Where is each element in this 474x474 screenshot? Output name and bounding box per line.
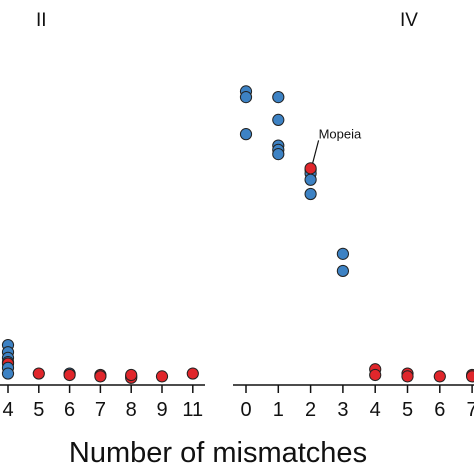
data-point-blue [239, 91, 253, 104]
data-point-red [125, 368, 138, 382]
panel-label-iv: IV [400, 10, 418, 31]
x-tick-label: 6 [434, 399, 445, 421]
data-point-blue [272, 148, 285, 161]
x-tick-label: 4 [370, 399, 381, 421]
data-point-red [401, 370, 414, 383]
x-tick-label: 1 [273, 399, 284, 421]
x-tick-label: 8 [126, 399, 137, 421]
data-point-red [94, 370, 107, 383]
data-point-blue [304, 187, 317, 201]
annotation-leader-line [312, 140, 320, 164]
x-tick-label: 3 [337, 399, 348, 421]
x-tick-label: 5 [33, 399, 44, 421]
x-tick-label: 6 [64, 399, 75, 421]
points-panel-ii [1, 338, 199, 384]
x-tick-label: 2 [305, 399, 316, 421]
x-tick-label: 4 [2, 399, 13, 421]
data-point-blue [239, 128, 253, 141]
data-point-blue [272, 91, 285, 104]
data-point-blue [336, 264, 349, 278]
data-point-blue [272, 113, 285, 127]
annotation-mopeia: Mopeia [319, 126, 362, 141]
data-point-red [155, 370, 169, 383]
data-point-blue [1, 367, 15, 380]
x-tick-label: 7 [467, 399, 474, 421]
data-point-red [32, 367, 45, 380]
panel-label-ii: II [36, 10, 47, 31]
data-point-red [369, 368, 382, 382]
data-point-red [186, 367, 199, 380]
data-point-red [304, 162, 317, 175]
x-axis-title: Number of mismatches [69, 437, 367, 469]
data-point-red [63, 368, 76, 382]
points-panel-iv [239, 85, 474, 383]
data-point-blue [304, 173, 317, 186]
x-tick-label: 9 [156, 399, 167, 421]
x-tick-label: 11 [182, 399, 203, 421]
data-point-red [466, 370, 474, 383]
data-point-blue [336, 247, 349, 260]
data-point-red [433, 370, 446, 383]
x-tick-label: 7 [95, 399, 106, 421]
x-tick-label: 5 [402, 399, 413, 421]
x-axis-panel-ii: 4 5 6 7 8 9 11 [0, 384, 205, 421]
x-tick-label: 0 [240, 399, 251, 421]
